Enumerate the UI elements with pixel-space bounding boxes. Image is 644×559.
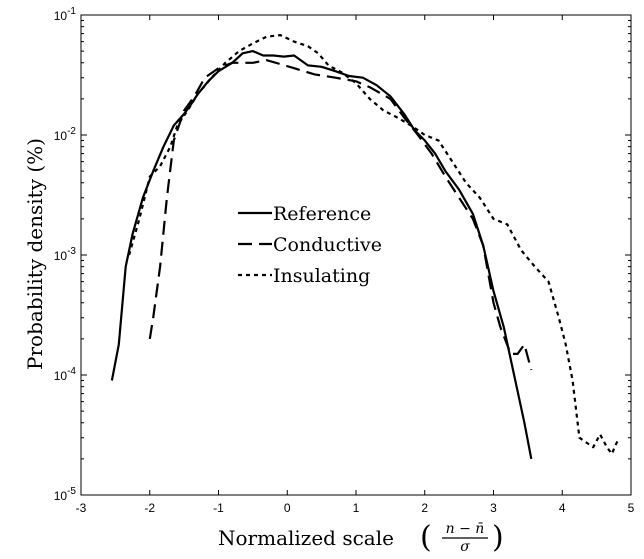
y-tick-label-exponent: -2 bbox=[67, 126, 76, 137]
x-tick-label: 1 bbox=[353, 501, 360, 515]
legend-label-conductive: Conductive bbox=[273, 234, 382, 256]
x-axis-ticks: -3 -2 -1 0 1 2 3 4 5 bbox=[76, 15, 635, 515]
legend-label-reference: Reference bbox=[273, 203, 371, 225]
y-tick-label-exponent: -5 bbox=[67, 486, 76, 497]
x-tick-label: -3 bbox=[76, 501, 87, 515]
x-tick-label: 5 bbox=[628, 501, 635, 515]
series-line-reference bbox=[110, 50, 533, 460]
x-tick-label: 4 bbox=[559, 501, 566, 515]
y-tick-label: 10-4 bbox=[54, 366, 77, 383]
y-tick-label-base: 10 bbox=[54, 489, 68, 503]
series-line-insulating bbox=[128, 34, 619, 455]
y-axis-label: Probability density (%) bbox=[23, 138, 47, 370]
x-axis-label-paren-open: ( bbox=[420, 520, 432, 555]
y-tick-label: 10-3 bbox=[54, 246, 77, 263]
legend: Reference Conductive Insulating bbox=[238, 203, 382, 287]
x-tick-label: 0 bbox=[284, 501, 291, 515]
x-axis-label: Normalized scale ( n − n̄ σ ) bbox=[218, 520, 504, 555]
y-tick-label: 10-1 bbox=[54, 6, 77, 23]
y-tick-label-exponent: -3 bbox=[67, 246, 76, 257]
x-tick-label: -2 bbox=[144, 501, 155, 515]
y-tick-label-base: 10 bbox=[54, 9, 68, 23]
x-tick-label: 3 bbox=[490, 501, 497, 515]
series-layer bbox=[110, 34, 619, 460]
x-axis-label-paren-close: ) bbox=[492, 520, 504, 555]
y-tick-label-base: 10 bbox=[54, 129, 68, 143]
y-tick-label: 10-5 bbox=[54, 486, 77, 503]
y-axis-ticks: 10-110-210-310-410-5 bbox=[54, 6, 631, 503]
series-line-conductive bbox=[148, 59, 533, 371]
x-tick-label: 2 bbox=[421, 501, 428, 515]
y-tick-label-base: 10 bbox=[54, 249, 68, 263]
y-tick-label-exponent: -4 bbox=[67, 366, 76, 377]
y-tick-label-base: 10 bbox=[54, 369, 68, 383]
y-tick-label: 10-2 bbox=[54, 126, 77, 143]
x-axis-label-denominator: σ bbox=[460, 539, 470, 555]
x-axis-label-numerator: n − n̄ bbox=[446, 521, 485, 537]
x-axis-label-text: Normalized scale bbox=[218, 526, 394, 550]
y-tick-label-exponent: -1 bbox=[67, 6, 76, 17]
x-tick-label: -1 bbox=[213, 501, 224, 515]
legend-label-insulating: Insulating bbox=[273, 265, 370, 287]
